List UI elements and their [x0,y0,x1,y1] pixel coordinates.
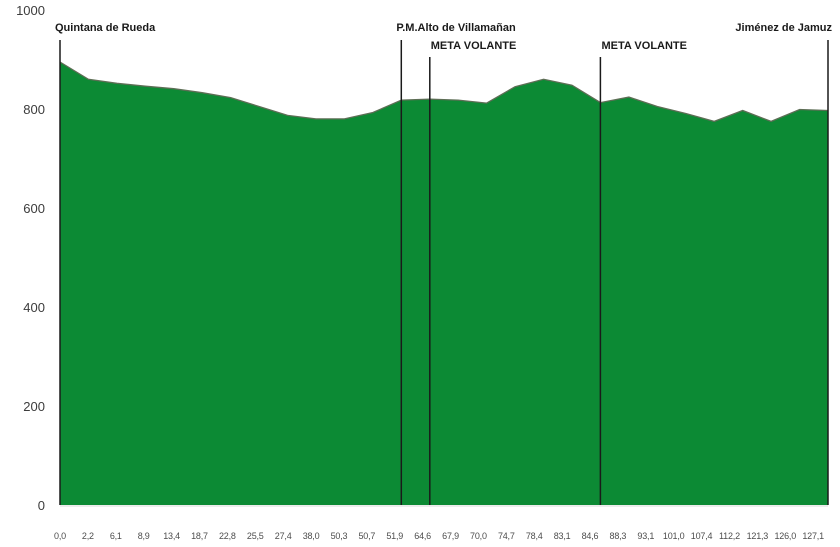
x-tick-label: 27,4 [274,531,292,541]
x-tick-label: 2,2 [81,531,94,541]
x-tick-label: 51,9 [386,531,404,541]
elevation-area-fill [60,62,828,505]
x-tick-label: 93,1 [637,531,655,541]
y-tick-label: 600 [23,201,45,216]
x-tick-label: 22,8 [219,531,236,541]
x-tick-label: 112,2 [719,531,740,541]
x-tick-label: 50,3 [330,531,348,541]
x-tick-label: 18,7 [191,531,208,541]
x-tick-label: 78,4 [525,531,543,541]
x-tick-label: 67,9 [442,531,459,541]
x-tick-label: 70,0 [470,531,487,541]
x-tick-label: 25,5 [246,531,264,541]
x-tick-label: 74,7 [497,531,515,541]
x-tick-label: 0,0 [54,531,66,541]
x-tick-label: 38,0 [302,531,320,541]
marker-label: P.M.Alto de Villamañan [396,22,516,34]
y-tick-label: 400 [23,300,45,315]
x-tick-label: 84,6 [581,531,599,541]
x-tick-label: 13,4 [163,531,180,541]
elevation-profile-line [59,61,829,123]
y-tick-label: 0 [37,498,45,513]
x-tick-label: 127,1 [802,531,824,541]
marker-label: Quintana de Rueda [55,22,156,34]
marker-label: META VOLANTE [601,40,687,52]
x-tick-label: 107,4 [690,531,713,541]
x-tick-label: 50,7 [358,531,376,541]
x-tick-label: 64,6 [414,531,431,541]
x-tick-label: 6,1 [109,531,122,541]
x-tick-label: 83,1 [553,531,571,541]
x-tick-label: 121,3 [746,531,769,541]
x-tick-label: 8,9 [137,531,150,541]
x-tick-label: 126,0 [774,531,797,541]
y-tick-label: 800 [23,102,45,117]
y-tick-label: 200 [23,399,45,414]
x-tick-label: 88,3 [609,531,627,541]
y-tick-label: 1000 [16,3,45,18]
x-tick-label: 101,0 [662,531,685,541]
marker-label: META VOLANTE [430,40,517,52]
marker-label: Jiménez de Jamuz [735,22,832,34]
